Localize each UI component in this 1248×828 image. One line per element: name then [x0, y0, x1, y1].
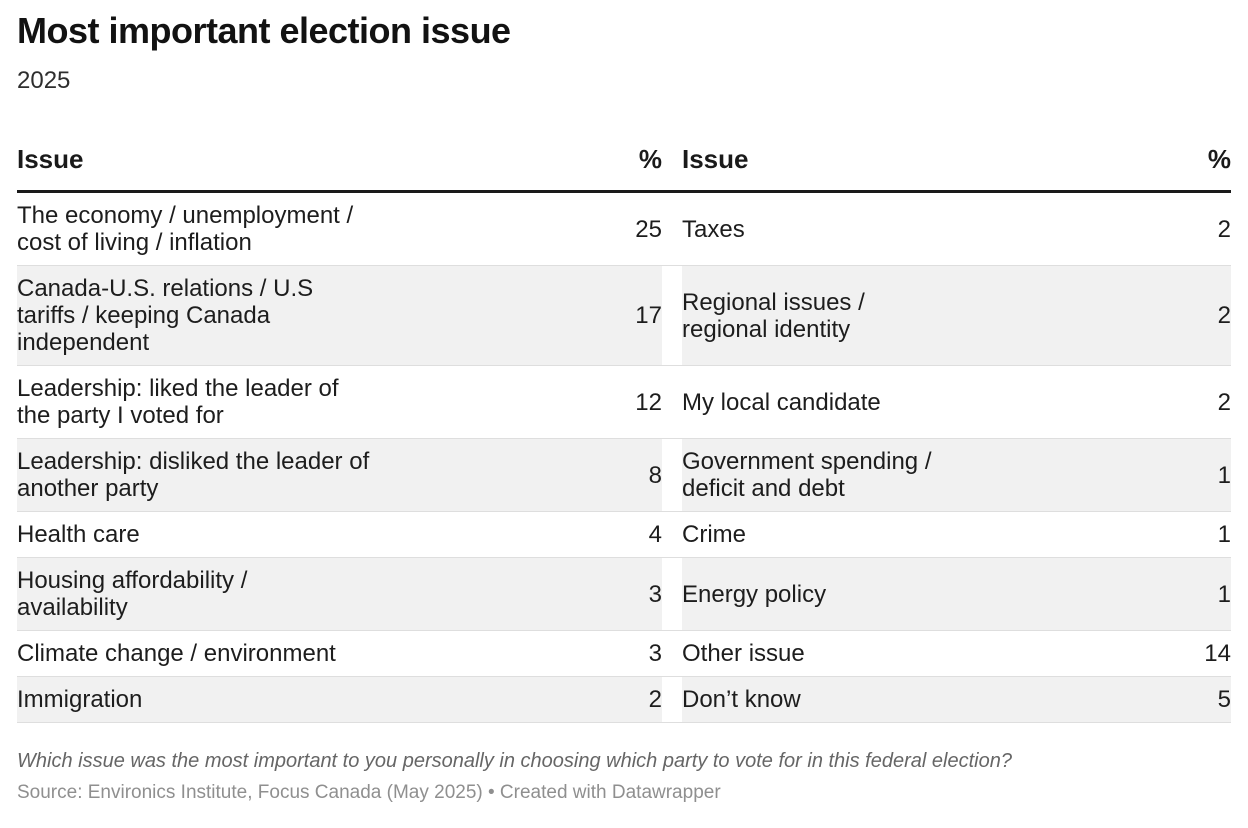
percent-cell: 1	[1102, 511, 1231, 558]
percent-cell: 4	[477, 511, 662, 558]
issue-cell: Housing affordability / availability	[17, 557, 477, 631]
issue-cell: Other issue	[682, 630, 1102, 677]
percent-cell: 12	[477, 365, 662, 439]
table-row: Canada-U.S. relations / U.S tariffs / ke…	[17, 265, 1231, 366]
issue-cell: Immigration	[17, 676, 477, 723]
percent-cell: 2	[1102, 191, 1231, 266]
percent-cell: 2	[1102, 265, 1231, 366]
issue-cell: Government spending / deficit and debt	[682, 438, 1102, 512]
table-row: Housing affordability / availability 3 E…	[17, 557, 1231, 631]
chart-footer: Which issue was the most important to yo…	[17, 750, 1231, 804]
column-gap	[662, 676, 682, 723]
column-gap	[662, 630, 682, 677]
percent-cell: 5	[1102, 676, 1231, 723]
column-gap	[662, 557, 682, 631]
percent-cell: 14	[1102, 630, 1231, 677]
percent-cell: 1	[1102, 438, 1231, 512]
column-header-issue-left: Issue	[17, 144, 84, 174]
issue-cell: Health care	[17, 511, 477, 558]
page-title: Most important election issue	[17, 10, 511, 51]
source-attribution: Source: Environics Institute, Focus Cana…	[17, 782, 721, 803]
issue-cell: My local candidate	[682, 365, 1102, 439]
table-row: Climate change / environment 3 Other iss…	[17, 630, 1231, 677]
column-gap	[662, 438, 682, 512]
column-gap	[662, 265, 682, 366]
table-row: Health care 4 Crime 1	[17, 511, 1231, 558]
percent-cell: 25	[477, 191, 662, 266]
table-row: Leadership: disliked the leader of anoth…	[17, 438, 1231, 512]
issue-cell: Leadership: disliked the leader of anoth…	[17, 438, 477, 512]
issue-cell: Climate change / environment	[17, 630, 477, 677]
percent-cell: 2	[477, 676, 662, 723]
issue-cell: Taxes	[682, 191, 1102, 266]
column-header-percent-left: %	[638, 144, 662, 174]
header-row: Issue % Issue %	[17, 144, 1231, 192]
column-header-issue-right: Issue	[682, 144, 749, 174]
percent-cell: 8	[477, 438, 662, 512]
percent-cell: 1	[1102, 557, 1231, 631]
column-gap	[662, 511, 682, 558]
table-row: Immigration 2 Don’t know 5	[17, 676, 1231, 723]
issue-cell: Energy policy	[682, 557, 1102, 631]
column-gap	[662, 365, 682, 439]
election-issues-table: Issue % Issue % The economy / unemployme…	[17, 144, 1231, 723]
issue-cell: The economy / unemployment / cost of liv…	[17, 191, 477, 266]
survey-question-note: Which issue was the most important to yo…	[17, 750, 1012, 772]
column-gap	[662, 191, 682, 266]
page-subtitle: 2025	[17, 67, 71, 94]
issue-cell: Don’t know	[682, 676, 1102, 723]
issue-cell: Leadership: liked the leader of the part…	[17, 365, 477, 439]
percent-cell: 3	[477, 557, 662, 631]
table-row: Leadership: liked the leader of the part…	[17, 365, 1231, 439]
column-gap	[662, 144, 682, 192]
issue-cell: Canada-U.S. relations / U.S tariffs / ke…	[17, 265, 477, 366]
table-row: The economy / unemployment / cost of liv…	[17, 191, 1231, 266]
percent-cell: 17	[477, 265, 662, 366]
percent-cell: 3	[477, 630, 662, 677]
issue-cell: Regional issues / regional identity	[682, 265, 1102, 366]
percent-cell: 2	[1102, 365, 1231, 439]
column-header-percent-right: %	[1207, 144, 1231, 174]
issue-cell: Crime	[682, 511, 1102, 558]
